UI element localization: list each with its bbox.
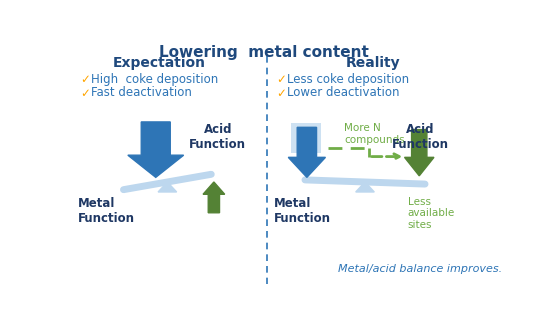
Text: Metal/acid balance improves.: Metal/acid balance improves.: [338, 264, 502, 274]
Text: High  coke deposition: High coke deposition: [92, 73, 219, 87]
Text: ✓: ✓: [80, 87, 91, 99]
Text: Less coke deposition: Less coke deposition: [287, 73, 409, 87]
Text: ✓: ✓: [80, 73, 91, 87]
FancyBboxPatch shape: [292, 123, 321, 153]
Polygon shape: [356, 182, 374, 192]
Text: Acid
Function: Acid Function: [189, 123, 246, 151]
Text: Lowering  metal content: Lowering metal content: [159, 45, 369, 60]
Polygon shape: [158, 182, 176, 192]
Text: ✓: ✓: [276, 87, 286, 99]
Polygon shape: [128, 122, 184, 177]
Text: Acid
Function: Acid Function: [392, 123, 449, 151]
Polygon shape: [288, 127, 326, 177]
Text: More N
compounds: More N compounds: [344, 123, 405, 145]
Text: Fast deactivation: Fast deactivation: [92, 87, 192, 99]
Text: Expectation: Expectation: [113, 57, 206, 70]
Text: Metal
Function: Metal Function: [274, 197, 332, 224]
Text: ✓: ✓: [276, 73, 286, 87]
Polygon shape: [203, 182, 225, 213]
Text: Reality: Reality: [345, 57, 400, 70]
Polygon shape: [405, 130, 434, 176]
Text: Less
available
sites: Less available sites: [408, 197, 455, 230]
Text: Lower deactivation: Lower deactivation: [287, 87, 399, 99]
Text: Metal
Function: Metal Function: [77, 197, 134, 224]
